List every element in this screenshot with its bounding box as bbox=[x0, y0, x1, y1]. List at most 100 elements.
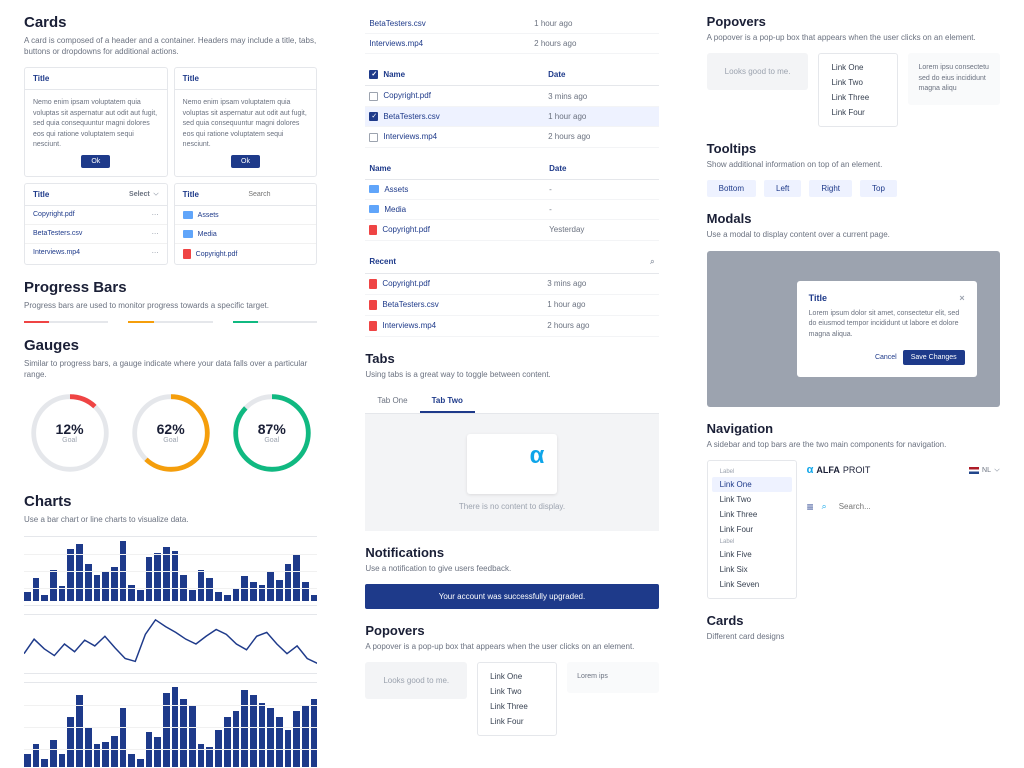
bar bbox=[206, 578, 213, 601]
language-selector[interactable]: NL bbox=[969, 467, 1000, 474]
tab-two[interactable]: Tab Two bbox=[420, 390, 475, 413]
tab-one[interactable]: Tab One bbox=[365, 390, 419, 413]
checkbox[interactable] bbox=[369, 133, 378, 142]
gauges-title: Gauges bbox=[24, 337, 317, 354]
table-row[interactable]: Media- bbox=[365, 199, 658, 219]
bar bbox=[102, 742, 109, 767]
close-icon[interactable]: × bbox=[959, 293, 964, 303]
bar bbox=[198, 570, 205, 601]
table-row[interactable]: Interviews.mp42 hours ago bbox=[365, 127, 658, 147]
bar bbox=[276, 580, 283, 601]
tooltip-trigger[interactable]: Top bbox=[860, 180, 897, 197]
select-dropdown[interactable]: Select bbox=[129, 191, 159, 198]
table-row[interactable]: Interviews.mp42 hours ago bbox=[365, 34, 658, 54]
bar bbox=[311, 595, 318, 600]
more-icon[interactable]: ⋯ bbox=[152, 249, 159, 257]
bar bbox=[215, 730, 222, 767]
topbar: αALFAPROIT NL bbox=[807, 460, 1000, 480]
checkbox[interactable] bbox=[369, 92, 378, 101]
modal: Title× Lorem ipsum dolor sit amet, conse… bbox=[797, 281, 977, 378]
file-icon bbox=[369, 279, 377, 289]
bar bbox=[189, 590, 196, 600]
table-row[interactable]: Copyright.pdf3 mins ago bbox=[365, 86, 658, 106]
card-filelist-search: Title AssetsMediaCopyright.pdf bbox=[174, 183, 318, 265]
bar bbox=[128, 754, 135, 766]
folder-row[interactable]: Assets bbox=[175, 206, 317, 224]
popover-link[interactable]: Link Two bbox=[478, 684, 556, 699]
tooltip-trigger[interactable]: Bottom bbox=[707, 180, 756, 197]
bar bbox=[180, 699, 187, 767]
sidebar-item[interactable]: Link Four bbox=[712, 522, 792, 537]
table-row[interactable]: Assets- bbox=[365, 179, 658, 199]
popover-link[interactable]: Link Four bbox=[478, 714, 556, 729]
bar bbox=[293, 711, 300, 766]
bar bbox=[128, 585, 135, 601]
tabs-title: Tabs bbox=[365, 351, 658, 366]
bar bbox=[224, 595, 231, 600]
bar bbox=[285, 730, 292, 767]
cancel-button[interactable]: Cancel bbox=[875, 354, 897, 361]
card-lorem-2: Title Nemo enim ipsam voluptatem quia vo… bbox=[174, 67, 318, 177]
popover-trigger[interactable]: Looks good to me. bbox=[707, 53, 809, 90]
bar bbox=[94, 744, 101, 766]
tooltip-trigger[interactable]: Right bbox=[809, 180, 852, 197]
table-row[interactable]: Copyright.pdfYesterday bbox=[365, 219, 658, 240]
charts-title: Charts bbox=[24, 493, 317, 510]
popover-link[interactable]: Link Four bbox=[819, 105, 897, 120]
alpha-icon: α bbox=[523, 442, 551, 470]
folder-icon bbox=[183, 211, 193, 219]
save-button[interactable]: Save Changes bbox=[903, 350, 965, 365]
more-icon[interactable]: ⋯ bbox=[152, 230, 159, 238]
search-icon[interactable]: ⌕ bbox=[650, 257, 654, 267]
sidebar-item[interactable]: Link Seven bbox=[712, 577, 792, 592]
search-input[interactable] bbox=[835, 498, 1000, 515]
checkbox[interactable] bbox=[369, 112, 378, 121]
popover-link[interactable]: Link Three bbox=[819, 90, 897, 105]
ok-button[interactable]: Ok bbox=[81, 155, 110, 168]
file-row[interactable]: Interviews.mp4⋯ bbox=[25, 243, 167, 262]
sidebar-item[interactable]: Link Two bbox=[712, 492, 792, 507]
sidebar-item[interactable]: Link One bbox=[712, 477, 792, 492]
bar bbox=[163, 547, 170, 601]
file-row[interactable]: Copyright.pdf bbox=[175, 243, 317, 264]
tooltip-trigger[interactable]: Left bbox=[764, 180, 801, 197]
sidebar-item[interactable]: Link Five bbox=[712, 547, 792, 562]
search-input[interactable] bbox=[248, 191, 308, 198]
folder-row[interactable]: Media bbox=[175, 224, 317, 243]
popover-trigger[interactable]: Looks good to me. bbox=[365, 662, 467, 699]
popover-link[interactable]: Link Two bbox=[819, 75, 897, 90]
checkbox-all[interactable] bbox=[369, 70, 378, 79]
file-icon bbox=[369, 300, 377, 310]
popover-link[interactable]: Link One bbox=[819, 60, 897, 75]
table-row[interactable]: BetaTesters.csv1 hour ago bbox=[365, 106, 658, 126]
bar bbox=[276, 717, 283, 766]
file-table-folders: NameDate Assets-Media-Copyright.pdfYeste… bbox=[365, 158, 658, 241]
more-icon[interactable]: ⋯ bbox=[152, 211, 159, 219]
bar bbox=[163, 693, 170, 767]
table-row[interactable]: BetaTesters.csv1 hour ago bbox=[365, 14, 658, 34]
bar bbox=[111, 567, 118, 601]
card-title: Title bbox=[25, 68, 167, 90]
cards-title: Cards bbox=[24, 14, 317, 31]
file-row[interactable]: BetaTesters.csv⋯ bbox=[25, 224, 167, 243]
bar bbox=[215, 592, 222, 600]
popover-link[interactable]: Link One bbox=[478, 669, 556, 684]
file-icon bbox=[369, 321, 377, 331]
bar bbox=[146, 732, 153, 766]
table-row[interactable]: BetaTesters.csv1 hour ago bbox=[365, 294, 658, 315]
sidebar-item[interactable]: Link Three bbox=[712, 507, 792, 522]
flag-icon bbox=[969, 467, 979, 474]
file-row[interactable]: Copyright.pdf⋯ bbox=[25, 206, 167, 224]
popover-link[interactable]: Link Three bbox=[478, 699, 556, 714]
bar bbox=[250, 695, 257, 766]
folder-icon bbox=[369, 185, 379, 193]
folder-icon bbox=[183, 230, 193, 238]
ok-button[interactable]: Ok bbox=[231, 155, 260, 168]
menu-icon[interactable]: ≡ bbox=[807, 500, 814, 514]
file-table-simple: BetaTesters.csv1 hour agoInterviews.mp42… bbox=[365, 14, 658, 54]
table-row[interactable]: Copyright.pdf3 mins ago bbox=[365, 274, 658, 295]
line-chart bbox=[24, 614, 317, 674]
progress-title: Progress Bars bbox=[24, 279, 317, 296]
sidebar-item[interactable]: Link Six bbox=[712, 562, 792, 577]
table-row[interactable]: Interviews.mp42 hours ago bbox=[365, 315, 658, 336]
